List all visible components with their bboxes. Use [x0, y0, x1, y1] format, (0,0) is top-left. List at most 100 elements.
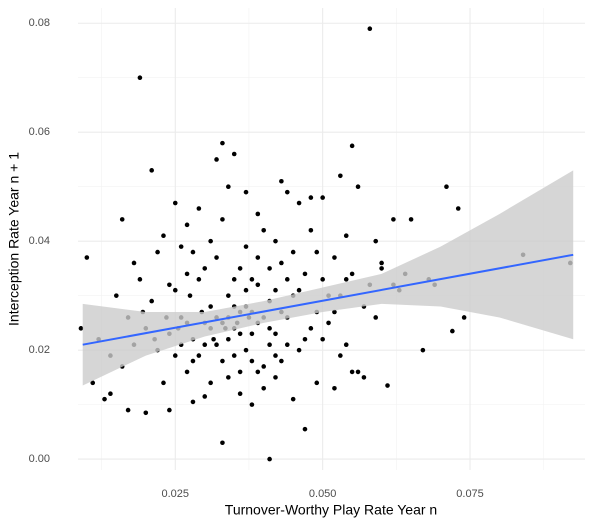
point: [90, 380, 96, 386]
point: [202, 342, 208, 347]
point: [190, 399, 196, 405]
point: [237, 391, 243, 397]
point: [267, 456, 272, 462]
point: [226, 184, 231, 189]
point: [249, 402, 255, 407]
point: [367, 26, 373, 32]
point: [302, 426, 308, 432]
y-tick-label: 0.04: [29, 235, 50, 247]
y-tick-label: 0.02: [29, 344, 50, 356]
point: [290, 249, 296, 255]
point: [267, 326, 272, 331]
point: [296, 200, 302, 206]
point: [343, 342, 349, 347]
point: [172, 287, 178, 293]
point: [196, 277, 202, 282]
trend-line: [82, 253, 574, 346]
point: [273, 375, 278, 380]
point: [249, 331, 255, 337]
point: [220, 140, 225, 146]
point: [167, 407, 172, 413]
point: [231, 353, 237, 358]
point: [308, 326, 314, 331]
point: [155, 249, 160, 255]
point: [243, 189, 249, 195]
point: [84, 255, 90, 260]
point: [220, 358, 225, 364]
point: [338, 173, 343, 179]
point: [243, 244, 249, 249]
point: [273, 353, 278, 358]
point: [125, 407, 131, 413]
point: [290, 396, 296, 402]
point: [338, 353, 343, 358]
point: [184, 369, 190, 375]
point: [167, 282, 172, 288]
point: [302, 271, 308, 277]
point: [196, 206, 202, 211]
point: [190, 249, 196, 255]
point: [302, 336, 308, 342]
point: [226, 375, 231, 380]
point: [261, 227, 267, 233]
point: [237, 266, 243, 271]
x-tick-label: 0.050: [309, 488, 337, 500]
point: [326, 320, 331, 326]
point: [78, 326, 84, 331]
point: [143, 410, 149, 416]
point: [373, 315, 379, 320]
point: [208, 238, 213, 244]
point: [332, 255, 337, 260]
point: [161, 233, 166, 239]
y-axis-title: Interception Rate Year n + 1: [6, 152, 22, 326]
x-tick-label: 0.025: [162, 488, 190, 500]
point: [131, 260, 137, 266]
point: [249, 358, 255, 364]
point: [361, 375, 367, 380]
point: [408, 217, 414, 222]
point: [220, 440, 225, 446]
point: [308, 195, 314, 200]
point: [343, 277, 349, 282]
point: [214, 342, 219, 347]
point: [308, 227, 314, 233]
point: [284, 342, 290, 347]
point: [296, 287, 302, 293]
point: [273, 238, 278, 244]
point: [249, 277, 255, 282]
y-tick-label: 0.06: [29, 126, 50, 138]
point: [349, 271, 355, 277]
point: [385, 383, 390, 388]
point: [320, 195, 325, 200]
point: [314, 380, 320, 386]
point: [349, 369, 355, 375]
point: [184, 271, 190, 277]
point: [444, 184, 449, 189]
point: [114, 293, 119, 298]
point: [108, 391, 113, 397]
point: [420, 347, 426, 353]
point: [355, 184, 361, 189]
confidence-band: [82, 170, 574, 386]
point: [214, 255, 219, 260]
point: [279, 178, 284, 184]
point: [349, 143, 355, 149]
point: [149, 298, 154, 304]
point: [379, 260, 384, 266]
point: [237, 369, 243, 375]
point: [220, 217, 225, 222]
point: [226, 293, 231, 298]
point: [102, 396, 107, 402]
point: [255, 282, 261, 288]
point: [202, 394, 208, 399]
point: [261, 364, 267, 369]
point: [214, 157, 219, 162]
point: [211, 336, 216, 342]
point: [196, 353, 202, 358]
point: [450, 328, 455, 334]
point: [455, 206, 461, 211]
point: [267, 266, 272, 271]
point: [267, 342, 272, 347]
point: [273, 287, 278, 293]
point: [231, 151, 237, 157]
